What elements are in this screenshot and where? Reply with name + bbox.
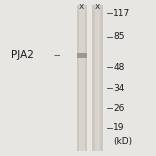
Bar: [95, 5, 100, 151]
Bar: [92, 5, 103, 151]
Text: --: --: [53, 50, 61, 60]
Text: 48: 48: [113, 63, 124, 72]
Text: x: x: [79, 2, 85, 11]
Text: PJA2: PJA2: [11, 50, 34, 60]
Bar: [77, 53, 87, 58]
Text: 26: 26: [113, 104, 124, 113]
Bar: [79, 5, 85, 151]
Text: 85: 85: [113, 32, 125, 41]
Text: 34: 34: [113, 84, 124, 93]
Bar: [77, 5, 87, 151]
Text: 117: 117: [113, 9, 130, 18]
Text: 19: 19: [113, 123, 125, 132]
Text: (kD): (kD): [113, 137, 132, 146]
Text: x: x: [95, 2, 100, 11]
